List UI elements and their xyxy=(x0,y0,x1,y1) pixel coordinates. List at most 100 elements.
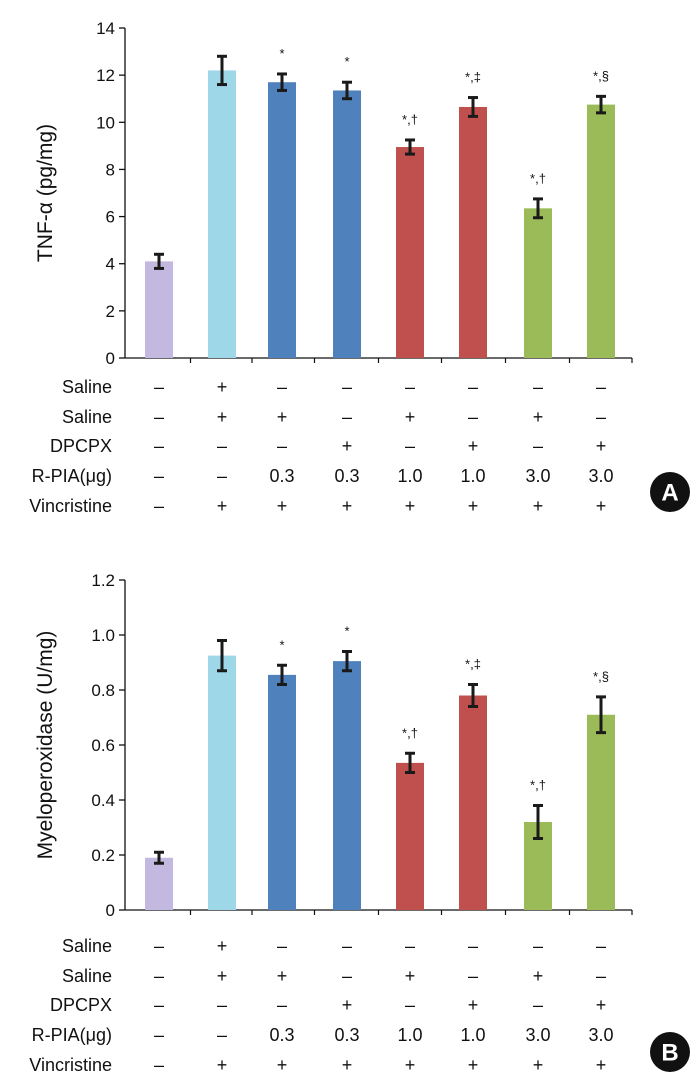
bar xyxy=(268,82,296,358)
condition-value: + xyxy=(533,966,544,986)
condition-value: + xyxy=(596,496,607,516)
condition-value: – xyxy=(277,936,287,956)
condition-value: – xyxy=(342,377,352,397)
chart-panel-b: 0 0.2 0.4 0.6 0.8 1.0 1.2 Myeloperoxidase (U/mg… xyxy=(29,571,690,1075)
condition-label: R-PIA(μg) xyxy=(32,1025,112,1045)
condition-value: – xyxy=(596,966,606,986)
condition-value: – xyxy=(154,1055,164,1075)
condition-value: – xyxy=(154,936,164,956)
condition-value: – xyxy=(596,377,606,397)
condition-value: + xyxy=(405,496,416,516)
bar xyxy=(396,147,424,358)
condition-value: + xyxy=(277,966,288,986)
condition-label: Saline xyxy=(62,936,112,956)
significance-label: *,† xyxy=(530,778,546,793)
condition-value: + xyxy=(277,1055,288,1075)
y-tick-label: 4 xyxy=(106,255,115,274)
condition-label: Saline xyxy=(62,966,112,986)
condition-value: 1.0 xyxy=(397,466,422,486)
condition-value: 3.0 xyxy=(525,466,550,486)
bar xyxy=(396,762,424,910)
significance-label: *,† xyxy=(402,112,418,127)
condition-value: – xyxy=(468,936,478,956)
y-tick-label: 2 xyxy=(106,302,115,321)
significance-label: * xyxy=(344,624,349,639)
condition-value: – xyxy=(154,377,164,397)
significance-label: * xyxy=(344,54,349,69)
y-axis-label: TNF-α (pg/mg) xyxy=(34,124,57,262)
condition-value: – xyxy=(468,407,478,427)
condition-label: DPCPX xyxy=(50,436,112,456)
condition-value: 1.0 xyxy=(460,466,485,486)
y-tick-label: 1.2 xyxy=(91,571,115,590)
condition-label: Vincristine xyxy=(29,1055,112,1075)
condition-value: – xyxy=(154,496,164,516)
bar xyxy=(587,104,615,358)
condition-value: + xyxy=(405,1055,416,1075)
condition-value: + xyxy=(217,407,228,427)
y-axis-label: Myeloperoxidase (U/mg) xyxy=(34,631,57,860)
bar xyxy=(333,661,361,910)
significance-label: *,† xyxy=(530,171,546,186)
condition-value: + xyxy=(342,1055,353,1075)
condition-value: + xyxy=(468,995,479,1015)
condition-value: – xyxy=(154,466,164,486)
condition-value: + xyxy=(217,936,228,956)
condition-value: – xyxy=(154,966,164,986)
condition-value: + xyxy=(217,377,228,397)
condition-value: – xyxy=(217,466,227,486)
condition-value: 3.0 xyxy=(525,1025,550,1045)
condition-value: – xyxy=(596,407,606,427)
bar xyxy=(587,714,615,910)
condition-value: – xyxy=(468,377,478,397)
condition-value: + xyxy=(342,436,353,456)
bar xyxy=(333,90,361,358)
condition-value: – xyxy=(277,995,287,1015)
condition-value: – xyxy=(154,1025,164,1045)
condition-value: – xyxy=(277,377,287,397)
y-tick-label: 0 xyxy=(106,349,115,368)
condition-label: Saline xyxy=(62,407,112,427)
panel-badge xyxy=(650,472,690,512)
condition-value: + xyxy=(596,436,607,456)
y-tick-label: 0.4 xyxy=(91,791,115,810)
condition-value: + xyxy=(277,407,288,427)
condition-value: – xyxy=(596,936,606,956)
y-tick-label: 0.6 xyxy=(91,736,115,755)
condition-value: + xyxy=(533,407,544,427)
condition-value: + xyxy=(342,496,353,516)
y-tick-label: 6 xyxy=(106,208,115,227)
condition-value: – xyxy=(217,1025,227,1045)
condition-label: R-PIA(μg) xyxy=(32,466,112,486)
condition-value: – xyxy=(342,966,352,986)
bar xyxy=(145,261,173,358)
condition-value: + xyxy=(468,436,479,456)
y-tick-label: 0.8 xyxy=(91,681,115,700)
condition-value: + xyxy=(217,496,228,516)
significance-label: *,‡ xyxy=(465,657,481,672)
condition-value: + xyxy=(342,995,353,1015)
panel-label: A xyxy=(661,480,678,507)
bar xyxy=(268,674,296,910)
condition-value: + xyxy=(533,496,544,516)
bar xyxy=(208,655,236,910)
condition-value: + xyxy=(277,496,288,516)
bar xyxy=(459,106,487,358)
bar xyxy=(145,857,173,910)
condition-value: – xyxy=(533,936,543,956)
condition-value: – xyxy=(342,936,352,956)
condition-value: + xyxy=(405,966,416,986)
y-tick-label: 0 xyxy=(106,901,115,920)
condition-label: Saline xyxy=(62,377,112,397)
condition-value: – xyxy=(533,377,543,397)
panel-badge xyxy=(650,1032,690,1072)
bar xyxy=(524,208,552,358)
condition-value: + xyxy=(217,1055,228,1075)
condition-value: 0.3 xyxy=(269,466,294,486)
condition-label: DPCPX xyxy=(50,995,112,1015)
condition-value: – xyxy=(405,936,415,956)
condition-value: – xyxy=(154,407,164,427)
bar xyxy=(459,695,487,910)
condition-value: – xyxy=(217,995,227,1015)
